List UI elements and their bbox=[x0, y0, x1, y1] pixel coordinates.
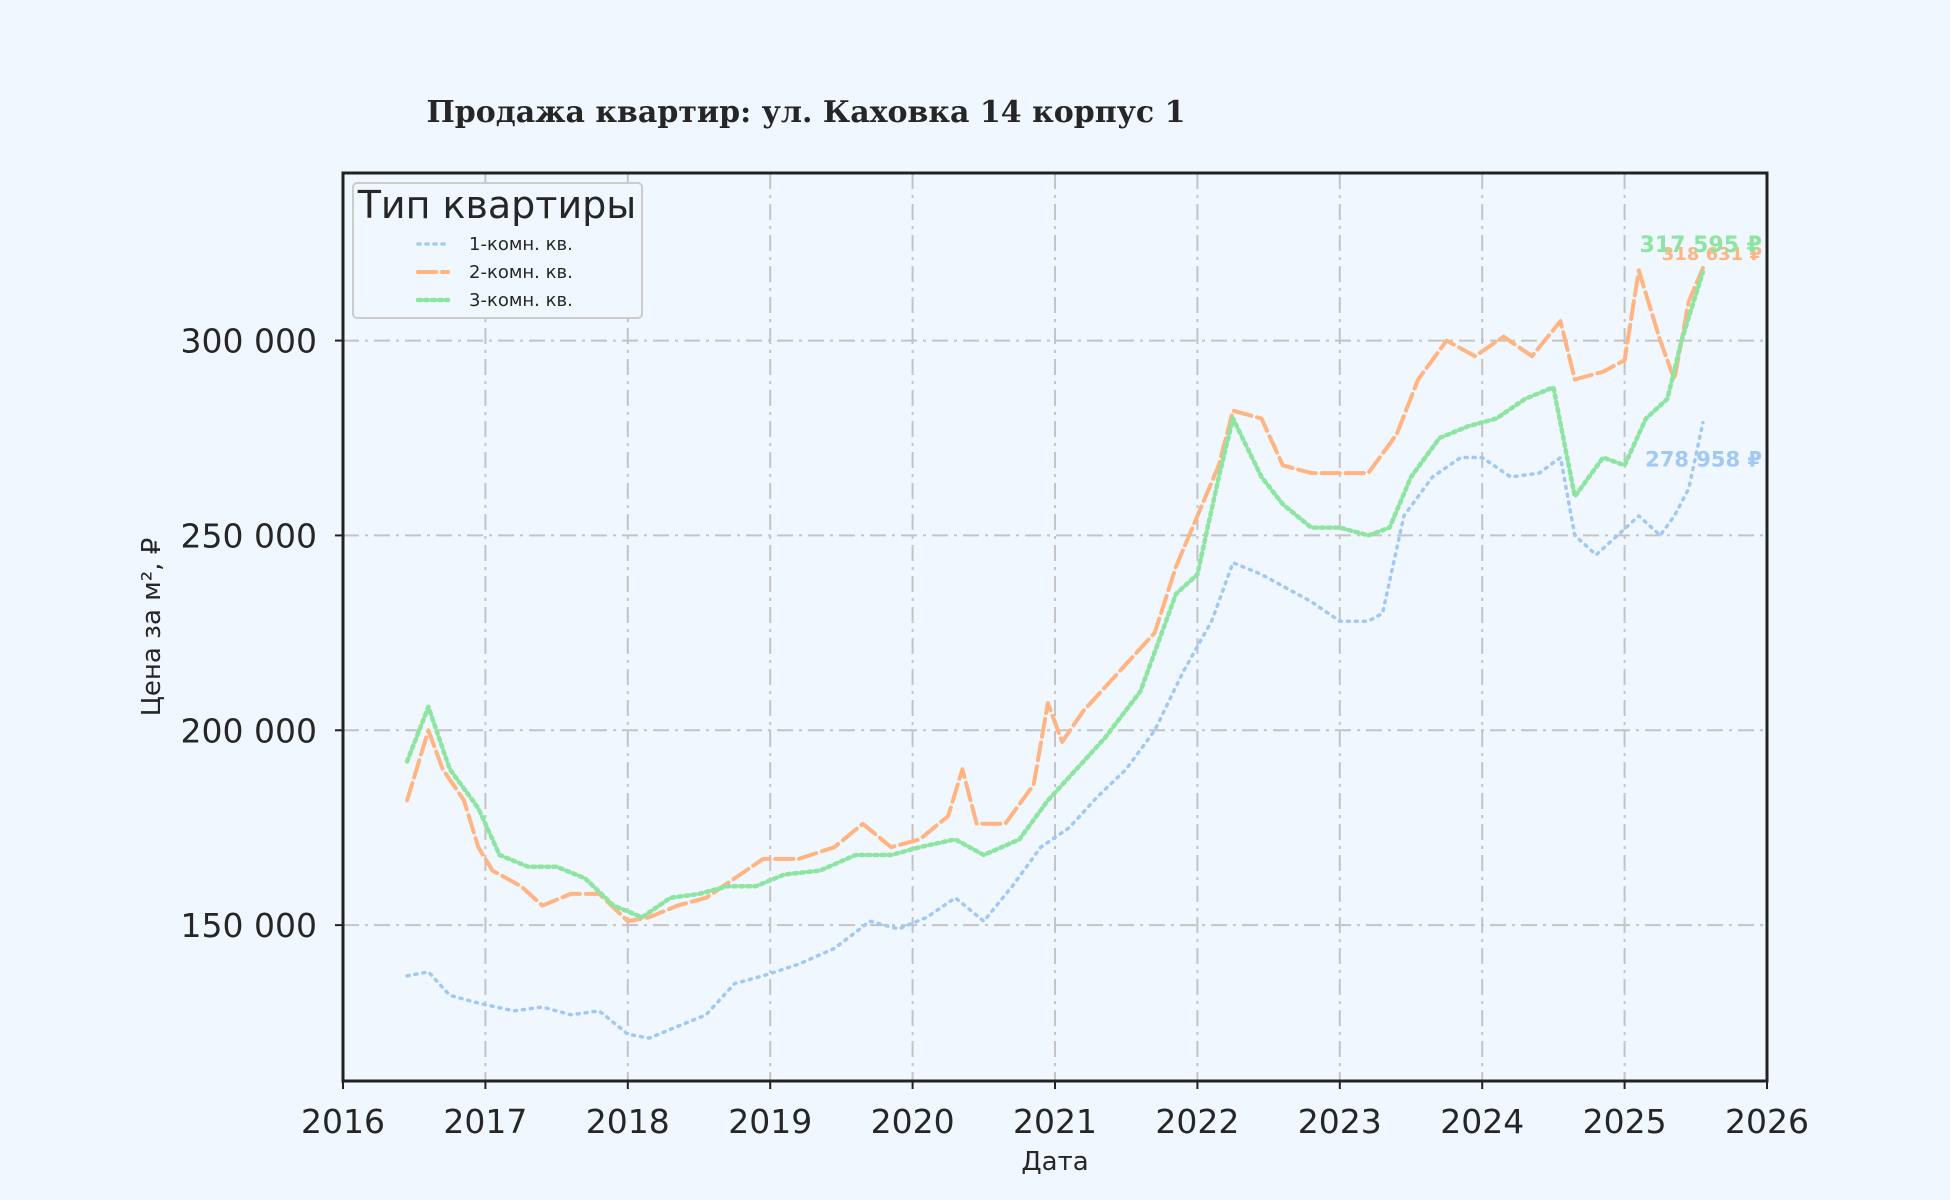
legend-title: Тип квартиры bbox=[357, 183, 637, 227]
y-tick-label: 200 000 bbox=[181, 711, 317, 750]
y-tick-label: 250 000 bbox=[181, 516, 317, 555]
y-tick-label: 300 000 bbox=[181, 322, 317, 361]
x-tick-label: 2020 bbox=[871, 1102, 955, 1141]
x-tick-label: 2019 bbox=[728, 1102, 812, 1141]
x-tick-label: 2017 bbox=[443, 1102, 527, 1141]
legend-entries: 1-комн. кв. 2-комн. кв. 3-комн. кв. bbox=[415, 234, 573, 311]
series-end-label: 317 595 ₽ bbox=[1640, 233, 1762, 258]
y-axis-ticks: 150 000 200 000 250 000 300 000 bbox=[181, 322, 343, 945]
x-tick-label: 2023 bbox=[1298, 1102, 1382, 1141]
series-line-3 bbox=[404, 269, 1706, 920]
x-tick-label: 2018 bbox=[586, 1102, 670, 1141]
y-tick-label: 150 000 bbox=[181, 906, 317, 945]
x-tick-label: 2026 bbox=[1725, 1102, 1809, 1141]
x-tick-label: 2021 bbox=[1013, 1102, 1097, 1141]
x-tick-label: 2022 bbox=[1155, 1102, 1239, 1141]
y-axis-label: Цена за м², ₽ bbox=[137, 538, 167, 717]
legend-entry-label: 1-комн. кв. bbox=[469, 234, 573, 255]
x-tick-label: 2025 bbox=[1583, 1102, 1667, 1141]
legend-entry-label: 3-комн. кв. bbox=[469, 290, 573, 311]
x-tick-label: 2016 bbox=[301, 1102, 385, 1141]
series-end-label: 318 631 ₽ bbox=[1662, 244, 1762, 265]
series-layer bbox=[404, 266, 1706, 1040]
series-end-label: 278 958 ₽ bbox=[1645, 448, 1762, 472]
x-axis-ticks: 2016 2017 2018 2019 2020 2021 2022 2023 2024 2025… bbox=[301, 1081, 1809, 1141]
end-labels: 278 958 ₽ 318 631 ₽317 595 ₽ bbox=[1640, 233, 1762, 472]
legend-entry-label: 2-комн. кв. bbox=[469, 262, 573, 283]
chart-title: Продажа квартир: ул. Каховка 14 корпус 1 bbox=[426, 95, 1185, 130]
series-line-1 bbox=[405, 420, 1705, 1040]
x-tick-label: 2024 bbox=[1440, 1102, 1524, 1141]
x-axis-label: Дата bbox=[1021, 1147, 1088, 1177]
legend-box bbox=[352, 182, 643, 319]
legend: Тип квартиры 1-комн. кв. 2-комн. кв. 3-ком… bbox=[352, 182, 643, 319]
